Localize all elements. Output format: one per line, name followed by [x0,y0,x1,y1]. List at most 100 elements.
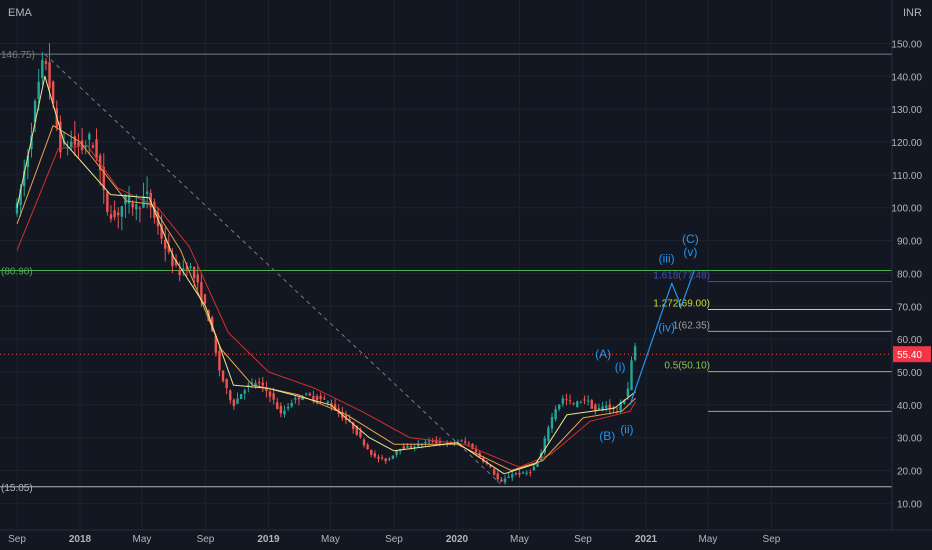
candle-body [597,408,601,410]
y-tick-label: 50.00 [897,368,922,379]
price-tag [893,346,931,363]
candle-body [565,399,568,401]
candle-body [145,191,149,194]
x-tick-label: Sep [763,534,781,545]
y-tick-label: 140.00 [891,72,922,83]
candle-body [73,136,77,145]
candle-body [15,202,19,214]
x-tick-label: May [510,534,529,545]
candle-body [633,346,637,360]
ema-slow-line [16,144,637,468]
candle-body [254,383,257,386]
y-tick-label: 20.00 [897,467,922,478]
candle-body [265,387,268,391]
candle-body [276,402,279,409]
candle-body [164,239,167,249]
candle-body [70,141,73,147]
x-tick-label: 2018 [69,534,92,545]
ema-fast-line [16,75,636,475]
candle-body [106,191,109,212]
candle-body [445,442,449,444]
candle-body [297,397,301,400]
candle-body [91,145,95,148]
candle-body [290,403,293,407]
candle-body [33,101,37,123]
candle-body [348,418,351,422]
candle-body [427,440,431,442]
candle-body [257,382,261,384]
candle-body [615,411,619,413]
candle-body [435,439,438,443]
wave-label: (iii) [659,252,675,266]
trendline [44,53,501,485]
candle-body [109,214,113,219]
level-label: 146.75) [1,50,35,61]
candle-body [417,443,420,447]
candle-body [467,443,471,445]
candle-body [471,443,474,450]
y-tick-label: 60.00 [897,335,922,346]
candle-body [23,170,26,187]
y-tick-label: 110.00 [892,171,922,182]
candle-body [536,461,539,467]
x-tick-label: Sep [385,534,403,545]
candle-body [59,121,62,153]
fib-level-label: 1.618(77.48) [653,271,710,282]
candle-body [525,472,528,474]
currency-label: INR [903,7,922,19]
candle-body [550,416,554,429]
candle-body [464,441,467,443]
candle-body [301,397,304,401]
candle-body [576,401,579,407]
wave-label: (B) [599,429,615,443]
candle-body [131,203,134,208]
candle-body [413,446,416,449]
candle-body [185,266,189,270]
candle-body [492,469,496,475]
candle-body [438,440,442,443]
candle-body [539,452,543,461]
fib-level-label: 1(62.35) [673,320,710,331]
candle-body [138,207,142,209]
candle-body [294,397,297,400]
candle-body [521,472,525,474]
indicator-label[interactable]: EMA [8,7,32,19]
wave-label: (C) [682,232,699,246]
candle-body [247,384,250,387]
candle-body [174,259,178,266]
y-tick-label: 70.00 [897,302,922,313]
fib-level-label: 0.5(50.10) [664,361,710,372]
price-tag-label: 55.40 [897,350,922,361]
candle-body [279,405,283,414]
candle-body [579,402,583,404]
candle-body [30,135,33,149]
wave-label: (i) [615,360,626,374]
candle-body [95,139,98,159]
candle-body [26,155,30,168]
level-label: (80.90) [1,266,33,277]
y-tick-label: 80.00 [897,269,922,280]
x-tick-label: Sep [197,534,215,545]
y-tick-label: 40.00 [897,401,922,412]
wave-projection-line [629,269,696,405]
candle-body [460,440,463,442]
candle-body [304,393,308,395]
candle-body [182,268,185,272]
candle-body [608,404,612,409]
candle-body [605,405,608,408]
candle-body [420,444,424,446]
candle-body [370,449,373,455]
candle-body [229,390,232,401]
wave-label: (iv) [658,321,675,335]
candle-body [88,133,91,140]
candle-body [218,351,221,371]
y-tick-label: 30.00 [897,434,922,445]
y-tick-label: 10.00 [897,499,922,510]
candle-body [359,431,362,438]
candle-body [84,146,87,148]
x-tick-label: May [698,534,717,545]
candle-body [377,456,380,459]
candle-body [366,444,369,450]
candle-body [380,457,384,459]
